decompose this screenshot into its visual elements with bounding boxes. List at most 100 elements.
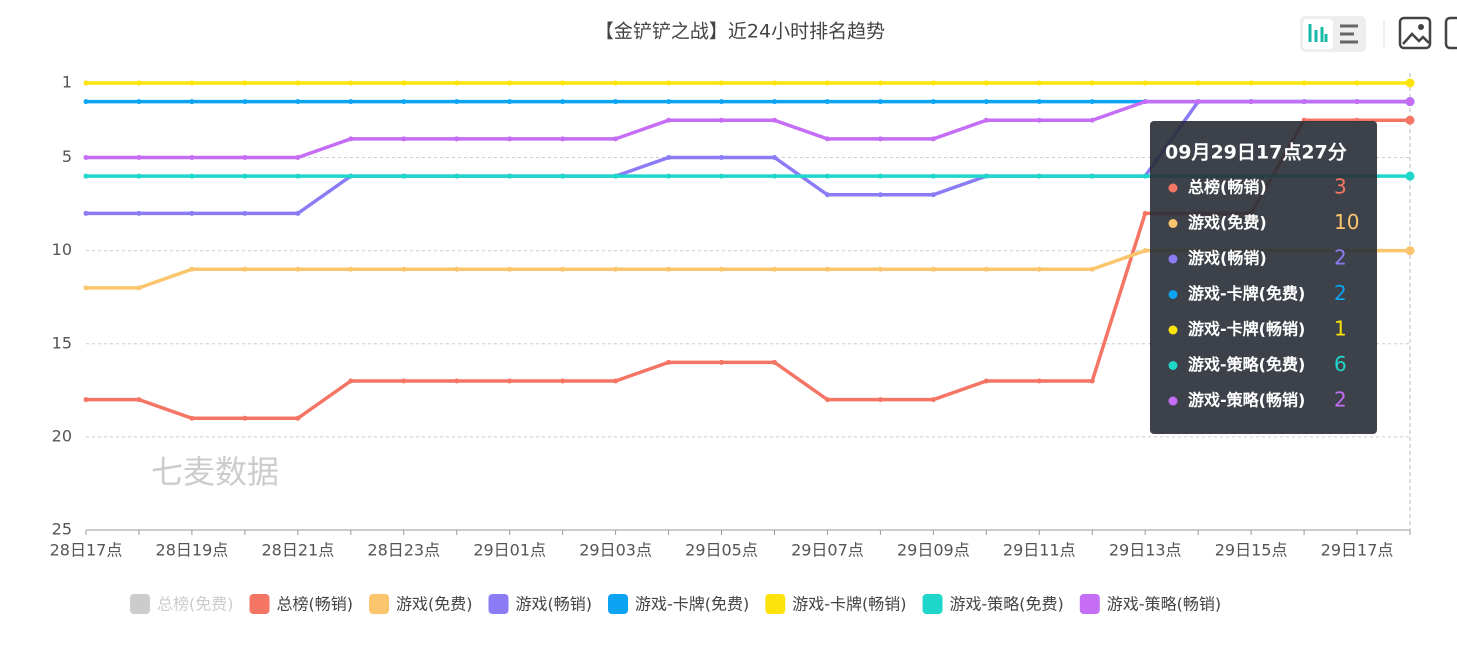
tooltip-dot bbox=[1168, 361, 1178, 370]
point bbox=[507, 136, 513, 142]
tooltip-name: 游戏(畅销) bbox=[1188, 249, 1267, 268]
tooltip-value: 6 bbox=[1334, 352, 1347, 376]
icon bbox=[1308, 24, 1328, 42]
point bbox=[1036, 266, 1042, 272]
tooltip-dot bbox=[1168, 290, 1178, 299]
point bbox=[1405, 78, 1415, 88]
point bbox=[1248, 80, 1254, 86]
point bbox=[295, 266, 301, 272]
x-tick-label: 29日13点 bbox=[1109, 541, 1182, 560]
point bbox=[401, 173, 407, 179]
point bbox=[1405, 246, 1415, 256]
point bbox=[454, 99, 460, 105]
x-tick-label: 28日21点 bbox=[261, 541, 334, 560]
point bbox=[613, 266, 619, 272]
point bbox=[454, 136, 460, 142]
point bbox=[507, 266, 513, 272]
point bbox=[771, 359, 777, 365]
icon bbox=[1340, 24, 1358, 44]
tooltip-name: 游戏-策略(畅销) bbox=[1188, 391, 1305, 410]
x-tick-label: 28日17点 bbox=[50, 541, 123, 560]
point bbox=[824, 266, 830, 272]
point bbox=[83, 210, 89, 216]
point bbox=[189, 210, 195, 216]
point bbox=[1301, 99, 1307, 105]
point bbox=[877, 136, 883, 142]
point bbox=[824, 173, 830, 179]
x-tick-label: 29日11点 bbox=[1003, 541, 1076, 560]
point bbox=[83, 155, 89, 160]
point bbox=[83, 173, 89, 179]
point bbox=[771, 80, 777, 86]
point bbox=[189, 415, 195, 421]
point bbox=[666, 117, 672, 123]
toolbar[interactable] bbox=[1300, 16, 1457, 52]
tooltip-dot bbox=[1168, 396, 1178, 406]
point bbox=[1354, 80, 1360, 86]
legend-swatch bbox=[130, 594, 150, 614]
point bbox=[930, 80, 936, 86]
point bbox=[242, 173, 248, 179]
point bbox=[401, 378, 407, 384]
point bbox=[189, 173, 195, 179]
point bbox=[666, 80, 672, 86]
point bbox=[824, 192, 830, 198]
point bbox=[348, 80, 354, 86]
tooltip-name: 游戏(免费) bbox=[1188, 213, 1267, 232]
legend-swatch bbox=[922, 594, 943, 614]
tooltip-dot bbox=[1168, 325, 1178, 335]
tooltip-value: 10 bbox=[1334, 210, 1359, 234]
point bbox=[983, 80, 989, 86]
x-tick-label: 29日09点 bbox=[897, 541, 970, 560]
point bbox=[136, 173, 142, 179]
point bbox=[348, 266, 354, 272]
point bbox=[824, 397, 830, 403]
point bbox=[983, 266, 989, 272]
legend-label: 总榜(畅销) bbox=[277, 595, 354, 614]
point bbox=[1036, 99, 1042, 105]
point bbox=[613, 378, 619, 384]
point bbox=[560, 80, 566, 86]
y-tick-label: 1 bbox=[62, 73, 72, 92]
point bbox=[83, 99, 89, 105]
point bbox=[613, 80, 619, 86]
point bbox=[242, 415, 248, 421]
point bbox=[1195, 80, 1201, 86]
point bbox=[1089, 266, 1095, 272]
toolbar-btn[interactable] bbox=[1303, 19, 1333, 49]
point bbox=[136, 80, 142, 86]
point bbox=[1142, 99, 1148, 105]
point bbox=[719, 266, 725, 272]
point bbox=[295, 210, 301, 216]
point bbox=[136, 99, 142, 105]
legend-label: 总榜(免费) bbox=[157, 595, 234, 614]
x-tick-label: 29日03点 bbox=[579, 541, 652, 560]
y-tick-label: 20 bbox=[52, 426, 72, 445]
point bbox=[983, 117, 989, 123]
point bbox=[983, 173, 989, 179]
icon[interactable] bbox=[1444, 16, 1457, 50]
icon[interactable] bbox=[1398, 16, 1432, 50]
point bbox=[348, 99, 354, 105]
point bbox=[560, 136, 566, 142]
chart-title: 【金铲铲之战】近24小时排名趋势 bbox=[595, 21, 885, 43]
y-tick-label: 5 bbox=[62, 147, 72, 166]
point bbox=[136, 397, 142, 403]
point bbox=[348, 136, 354, 142]
point bbox=[930, 136, 936, 142]
point bbox=[930, 397, 936, 403]
legend-swatch bbox=[608, 594, 628, 614]
legend-label: 游戏-卡牌(畅销) bbox=[792, 595, 906, 614]
point bbox=[613, 173, 619, 179]
point bbox=[560, 378, 566, 384]
point bbox=[507, 378, 513, 384]
x-tick-label: 29日01点 bbox=[473, 541, 546, 560]
point bbox=[83, 285, 89, 291]
point bbox=[771, 173, 777, 179]
point bbox=[824, 136, 830, 142]
point bbox=[1142, 248, 1148, 254]
point bbox=[189, 80, 195, 86]
point bbox=[295, 155, 301, 160]
point bbox=[824, 99, 830, 105]
